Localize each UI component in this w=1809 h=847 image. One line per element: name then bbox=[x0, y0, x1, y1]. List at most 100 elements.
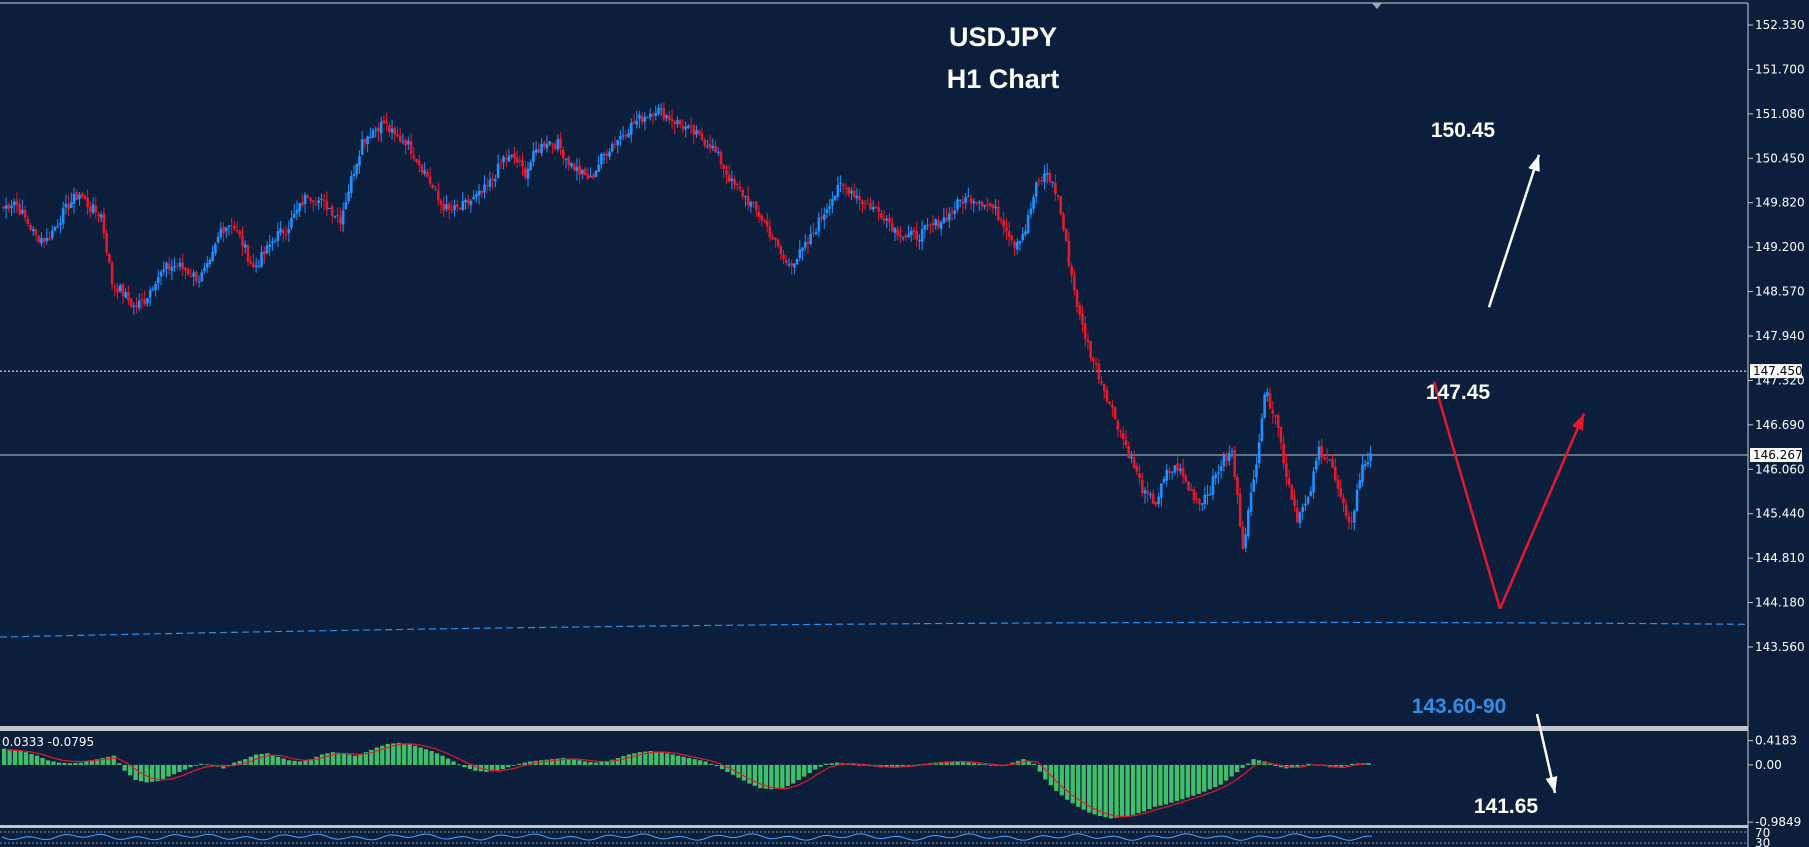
candle bbox=[676, 116, 679, 128]
candle-body bbox=[575, 167, 579, 172]
candle bbox=[67, 195, 70, 216]
candle bbox=[59, 215, 62, 234]
macd-histogram-bar bbox=[303, 760, 308, 765]
candle bbox=[412, 146, 416, 162]
candle-body bbox=[241, 235, 244, 247]
candle bbox=[249, 255, 253, 266]
macd-histogram-bar bbox=[1076, 764, 1081, 807]
candle-body bbox=[1059, 196, 1063, 215]
macd-histogram-bar bbox=[906, 764, 911, 766]
macd-histogram-bar bbox=[1147, 764, 1152, 810]
candle bbox=[931, 215, 935, 233]
candle-body bbox=[26, 218, 30, 225]
macd-histogram-bar bbox=[204, 764, 210, 766]
candle-body bbox=[749, 202, 753, 207]
candle bbox=[839, 175, 842, 192]
candle-body bbox=[986, 204, 989, 206]
candle bbox=[91, 196, 95, 215]
candle-body bbox=[1249, 492, 1253, 512]
candle-body bbox=[216, 236, 220, 243]
candle-body bbox=[23, 209, 27, 218]
candle bbox=[605, 148, 609, 164]
candle-body bbox=[1247, 510, 1250, 536]
candle bbox=[1048, 170, 1052, 185]
candle bbox=[78, 191, 81, 206]
candle bbox=[42, 237, 46, 249]
candle bbox=[994, 198, 997, 216]
candle bbox=[26, 215, 30, 227]
macd-histogram-bar bbox=[834, 762, 840, 765]
macd-histogram-bar bbox=[434, 753, 440, 765]
candle bbox=[847, 186, 851, 198]
candle bbox=[779, 244, 783, 261]
candle-body bbox=[1350, 521, 1353, 523]
candle-body bbox=[1067, 241, 1071, 266]
candle-body bbox=[238, 231, 242, 236]
macd-histogram-bar bbox=[380, 745, 385, 765]
candle-body bbox=[385, 122, 388, 124]
rsi-panel-separator[interactable] bbox=[0, 825, 1748, 828]
candle-body bbox=[330, 206, 334, 216]
candle bbox=[469, 199, 473, 213]
candle bbox=[529, 159, 533, 171]
macd-histogram-bar bbox=[1207, 764, 1212, 790]
candle bbox=[1100, 376, 1103, 386]
candle-body bbox=[458, 208, 462, 210]
candle bbox=[643, 111, 647, 131]
candle-body bbox=[877, 206, 880, 212]
candle bbox=[923, 224, 927, 239]
candle bbox=[423, 162, 426, 177]
macd-histogram-bar bbox=[1037, 764, 1042, 772]
candle bbox=[1108, 400, 1111, 406]
candle-body bbox=[1007, 231, 1011, 237]
macd-histogram-bar bbox=[144, 764, 149, 783]
moving-average-line bbox=[0, 621, 1746, 638]
candle-body bbox=[137, 300, 141, 309]
candle-body bbox=[1149, 493, 1152, 495]
candle-body bbox=[167, 263, 171, 270]
macd-histogram-bar bbox=[188, 764, 193, 768]
candle-body bbox=[195, 271, 198, 282]
macd-histogram-bar bbox=[862, 764, 867, 766]
candle bbox=[575, 157, 579, 181]
candle bbox=[928, 222, 932, 234]
candle-body bbox=[314, 203, 318, 205]
candle-body bbox=[646, 117, 649, 119]
candle-body bbox=[298, 202, 301, 212]
candle bbox=[801, 247, 804, 261]
candle bbox=[336, 207, 340, 224]
candle bbox=[1121, 426, 1125, 450]
candle-body bbox=[1157, 496, 1160, 504]
candle bbox=[945, 207, 948, 222]
candle bbox=[333, 215, 337, 219]
candle-body bbox=[923, 225, 927, 230]
candle-body bbox=[1021, 233, 1025, 241]
chart-shift-marker-icon[interactable] bbox=[1372, 3, 1382, 9]
macd-histogram-bar bbox=[544, 759, 549, 765]
candle-body bbox=[1366, 461, 1370, 465]
candle bbox=[186, 267, 190, 276]
candle bbox=[1200, 502, 1204, 511]
candle-body bbox=[874, 207, 878, 209]
candle-body bbox=[129, 299, 133, 307]
candle bbox=[260, 245, 263, 268]
candle-body bbox=[192, 272, 195, 277]
macd-signal-line bbox=[7, 743, 1367, 818]
candle bbox=[551, 142, 554, 155]
price-tick-label: 144.180 bbox=[1755, 596, 1805, 610]
macd-panel-separator[interactable] bbox=[0, 726, 1748, 731]
candle bbox=[1339, 479, 1343, 500]
candle bbox=[774, 237, 777, 248]
target-up-label: 150.45 bbox=[1431, 119, 1496, 142]
candle bbox=[1097, 359, 1101, 385]
candle-body bbox=[757, 211, 761, 217]
candle bbox=[29, 223, 32, 232]
candle-body bbox=[1334, 466, 1337, 481]
candle bbox=[303, 192, 307, 214]
candle bbox=[1295, 499, 1299, 524]
candle bbox=[689, 116, 693, 134]
macd-histogram-bar bbox=[982, 764, 988, 766]
macd-histogram-bar bbox=[1043, 764, 1048, 780]
